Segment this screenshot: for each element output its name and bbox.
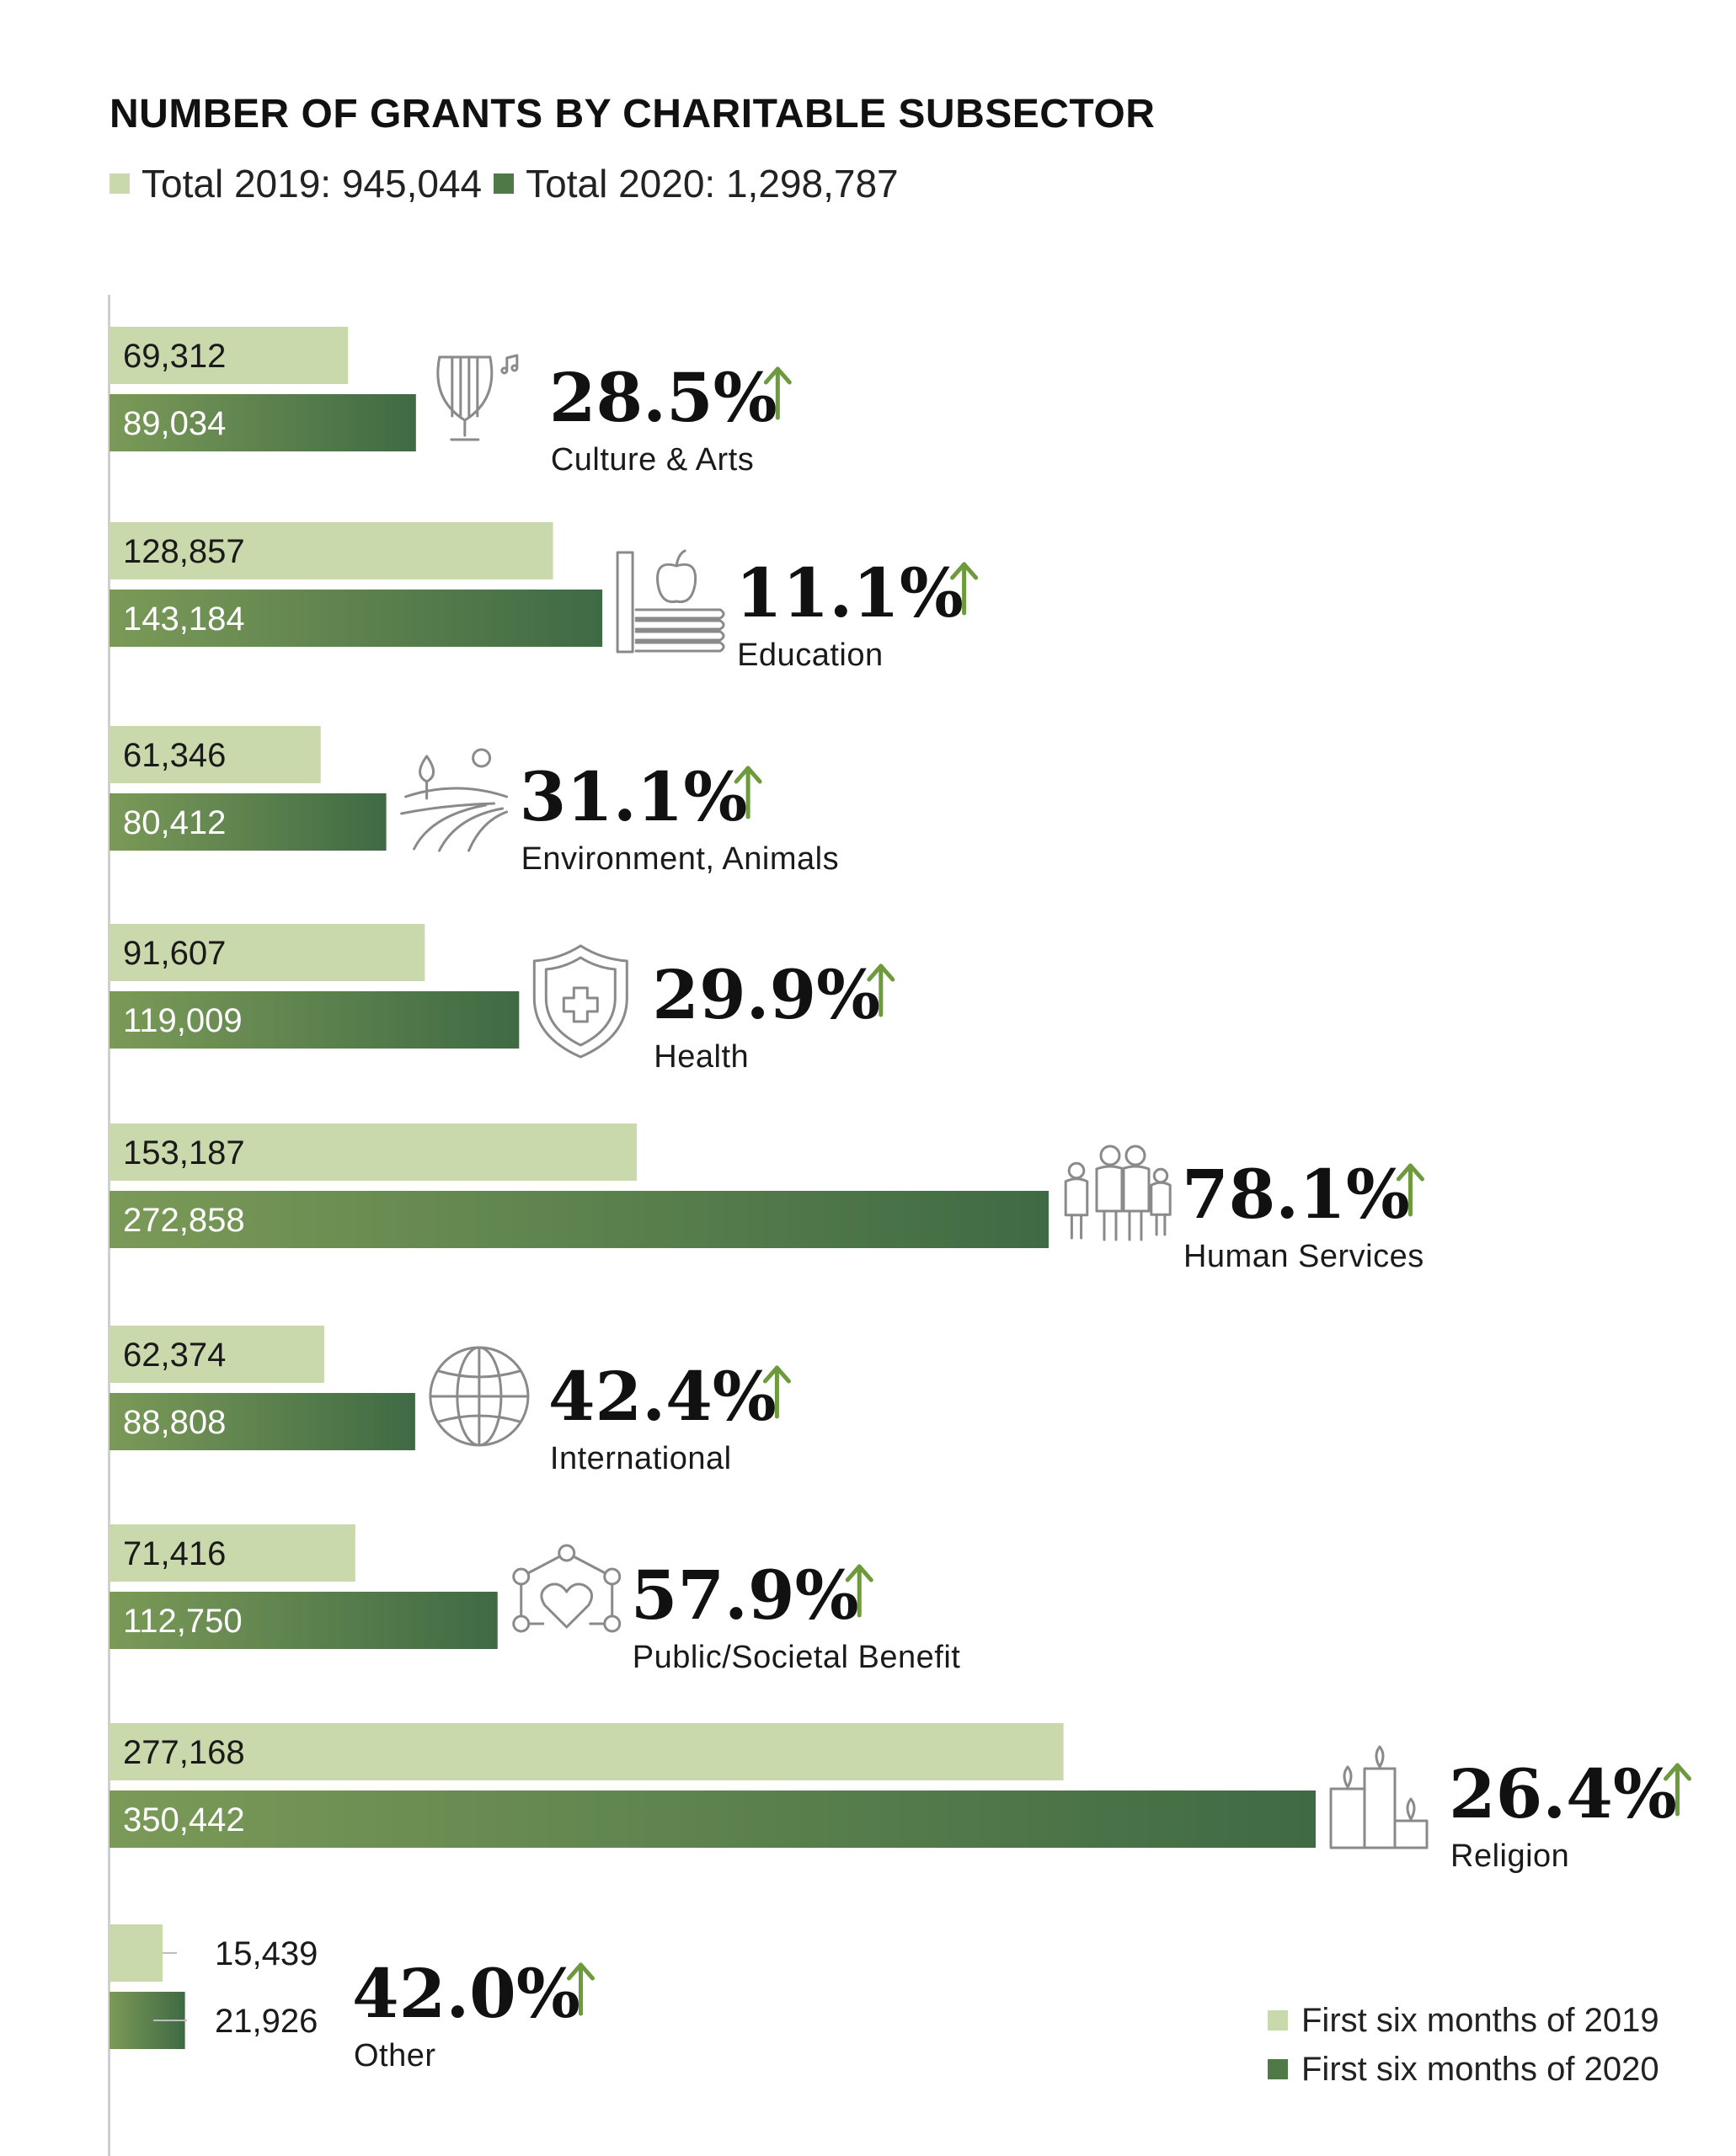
chart-title: NUMBER OF GRANTS BY CHARITABLE SUBSECTOR — [110, 92, 1156, 136]
legend-label-2020: First six months of 2020 — [1301, 2050, 1659, 2088]
legend-swatch-2020 — [1268, 2059, 1288, 2079]
value-label-2019-3: 91,607 — [123, 935, 226, 972]
bar-2019-3 — [110, 924, 425, 981]
up-arrow-icon-8 — [567, 1962, 595, 2016]
value-label-2020-8: 21,926 — [215, 2003, 318, 2040]
bar-2020-6 — [110, 1592, 498, 1649]
legend-label-2019: First six months of 2019 — [1301, 2001, 1659, 2039]
pct-change-4: 78.1% — [1182, 1155, 1410, 1234]
bar-2020-5 — [110, 1393, 415, 1450]
pct-change-2: 31.1% — [520, 757, 748, 836]
lyre-icon — [436, 354, 519, 441]
candles-icon — [1329, 1745, 1429, 1849]
category-label-6: Public/Societal Benefit — [633, 1640, 961, 1675]
field-tree-icon — [400, 748, 509, 852]
pct-change-3: 29.9% — [652, 955, 880, 1034]
value-label-2020-6: 112,750 — [123, 1603, 243, 1640]
category-label-5: International — [550, 1441, 732, 1476]
category-label-4: Human Services — [1183, 1239, 1424, 1274]
bar-2019-4 — [110, 1123, 637, 1181]
up-arrow-icon-7 — [1664, 1763, 1691, 1817]
bar-2019-0 — [110, 327, 349, 384]
bar-2020-1 — [110, 590, 603, 647]
pct-change-1: 11.1% — [735, 553, 964, 632]
totals-legend: Total 2019: 945,044 Total 2020: 1,298,78… — [110, 158, 899, 209]
value-label-2020-2: 80,412 — [123, 804, 226, 841]
bar-2020-2 — [110, 793, 387, 851]
value-label-2020-3: 119,009 — [123, 1002, 243, 1039]
total-2020: Total 2020: 1,298,787 — [526, 162, 899, 205]
up-arrow-icon-2 — [734, 766, 762, 819]
family-icon — [1064, 1145, 1172, 1241]
value-label-2020-5: 88,808 — [123, 1404, 226, 1441]
value-label-2019-5: 62,374 — [123, 1337, 226, 1374]
network-heart-icon — [512, 1544, 622, 1633]
legend-swatch-2019 — [1268, 2010, 1288, 2031]
bar-2019-6 — [110, 1524, 355, 1582]
pct-change-8: 42.0% — [352, 1954, 580, 2033]
value-label-2020-0: 89,034 — [123, 405, 226, 442]
globe-icon — [429, 1346, 530, 1447]
up-arrow-icon-5 — [762, 1365, 791, 1419]
value-label-2019-1: 128,857 — [123, 533, 245, 570]
bar-2019-5 — [110, 1326, 324, 1383]
category-label-8: Other — [354, 2038, 436, 2073]
value-label-2019-7: 277,168 — [123, 1734, 245, 1771]
category-label-2: Environment, Animals — [521, 841, 840, 877]
bar-2020-0 — [110, 394, 416, 451]
up-arrow-icon-1 — [950, 562, 979, 616]
swatch-2020 — [494, 173, 515, 194]
up-arrow-icon-6 — [845, 1564, 873, 1618]
legend-item-2020: First six months of 2020 — [1268, 2045, 1659, 2094]
bar-2019-1 — [110, 522, 553, 579]
swatch-2019 — [110, 173, 130, 194]
up-arrow-icon-3 — [867, 963, 895, 1017]
category-label-0: Culture & Arts — [551, 442, 754, 478]
up-arrow-icon-0 — [763, 366, 792, 420]
value-label-2019-2: 61,346 — [123, 737, 226, 774]
books-apple-icon — [616, 549, 725, 654]
pct-change-0: 28.5% — [549, 358, 777, 437]
value-label-2019-8: 15,439 — [215, 1935, 318, 1972]
bar-2020-3 — [110, 991, 520, 1049]
legend-item-2019: First six months of 2019 — [1268, 1996, 1659, 2045]
bar-2019-2 — [110, 726, 321, 783]
bar-2019-8 — [110, 1924, 163, 1982]
category-label-3: Health — [654, 1039, 749, 1075]
bar-2020-7 — [110, 1790, 1316, 1848]
legend: First six months of 2019 First six month… — [1268, 1996, 1659, 2094]
pct-change-6: 57.9% — [631, 1556, 859, 1635]
category-label-7: Religion — [1450, 1838, 1569, 1874]
shield-cross-icon — [532, 944, 628, 1059]
bar-2019-7 — [110, 1723, 1064, 1780]
y-axis-line — [108, 295, 110, 2156]
category-label-1: Education — [737, 638, 884, 673]
value-label-2019-6: 71,416 — [123, 1535, 226, 1572]
value-label-2019-4: 153,187 — [123, 1134, 245, 1171]
total-2019: Total 2019: 945,044 — [142, 162, 483, 205]
bar-2020-4 — [110, 1191, 1049, 1248]
pct-change-5: 42.4% — [548, 1357, 777, 1436]
value-label-2020-7: 350,442 — [123, 1801, 245, 1838]
value-label-2020-4: 272,858 — [123, 1202, 245, 1239]
up-arrow-icon-4 — [1396, 1163, 1424, 1217]
value-label-2019-0: 69,312 — [123, 338, 226, 375]
value-label-2020-1: 143,184 — [123, 600, 245, 638]
pct-change-7: 26.4% — [1449, 1754, 1677, 1833]
